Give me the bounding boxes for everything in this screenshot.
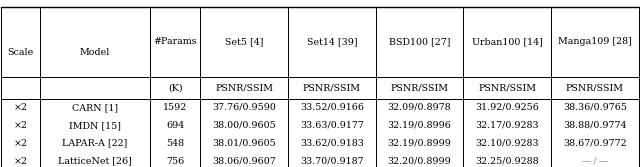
Text: 31.92/0.9256: 31.92/0.9256 bbox=[476, 103, 539, 112]
Text: Scale: Scale bbox=[8, 48, 34, 57]
Text: 33.63/0.9177: 33.63/0.9177 bbox=[300, 121, 364, 130]
Text: ×2: ×2 bbox=[13, 157, 28, 165]
Text: LAPAR-A [22]: LAPAR-A [22] bbox=[62, 139, 127, 148]
Text: 32.19/0.8996: 32.19/0.8996 bbox=[388, 121, 451, 130]
Text: 38.00/0.9605: 38.00/0.9605 bbox=[212, 121, 276, 130]
Text: 548: 548 bbox=[166, 139, 184, 148]
Text: ×2: ×2 bbox=[13, 121, 28, 130]
Text: #Params: #Params bbox=[154, 37, 197, 46]
Text: 1592: 1592 bbox=[163, 103, 188, 112]
Text: Urban100 [14]: Urban100 [14] bbox=[472, 37, 543, 46]
Text: 33.52/0.9166: 33.52/0.9166 bbox=[300, 103, 364, 112]
Text: 38.67/0.9772: 38.67/0.9772 bbox=[563, 139, 627, 148]
Text: 756: 756 bbox=[166, 157, 184, 165]
Text: 38.06/0.9607: 38.06/0.9607 bbox=[212, 157, 276, 165]
Text: 32.20/0.8999: 32.20/0.8999 bbox=[388, 157, 451, 165]
Text: 694: 694 bbox=[166, 121, 184, 130]
Text: 32.17/0.9283: 32.17/0.9283 bbox=[476, 121, 539, 130]
Text: (K): (K) bbox=[168, 83, 182, 92]
Text: 32.25/0.9288: 32.25/0.9288 bbox=[476, 157, 539, 165]
Text: 32.09/0.8978: 32.09/0.8978 bbox=[388, 103, 451, 112]
Text: Manga109 [28]: Manga109 [28] bbox=[558, 37, 632, 46]
Text: CARN [1]: CARN [1] bbox=[72, 103, 118, 112]
Text: Set14 [39]: Set14 [39] bbox=[307, 37, 357, 46]
Text: 33.62/0.9183: 33.62/0.9183 bbox=[300, 139, 364, 148]
Text: 32.10/0.9283: 32.10/0.9283 bbox=[476, 139, 539, 148]
Text: IMDN [15]: IMDN [15] bbox=[69, 121, 121, 130]
Text: 38.88/0.9774: 38.88/0.9774 bbox=[563, 121, 627, 130]
Text: 32.19/0.8999: 32.19/0.8999 bbox=[388, 139, 451, 148]
Text: ×2: ×2 bbox=[13, 103, 28, 112]
Text: PSNR/SSIM: PSNR/SSIM bbox=[303, 83, 361, 92]
Text: 38.36/0.9765: 38.36/0.9765 bbox=[563, 103, 627, 112]
Text: LatticeNet [26]: LatticeNet [26] bbox=[58, 157, 132, 165]
Text: Set5 [4]: Set5 [4] bbox=[225, 37, 264, 46]
Text: Model: Model bbox=[80, 48, 110, 57]
Text: PSNR/SSIM: PSNR/SSIM bbox=[390, 83, 449, 92]
Text: 33.70/0.9187: 33.70/0.9187 bbox=[300, 157, 364, 165]
Text: PSNR/SSIM: PSNR/SSIM bbox=[478, 83, 536, 92]
Text: — / —: — / — bbox=[582, 157, 608, 165]
Text: PSNR/SSIM: PSNR/SSIM bbox=[566, 83, 624, 92]
Text: ×2: ×2 bbox=[13, 139, 28, 148]
Text: BSD100 [27]: BSD100 [27] bbox=[389, 37, 451, 46]
Text: PSNR/SSIM: PSNR/SSIM bbox=[215, 83, 273, 92]
Text: 37.76/0.9590: 37.76/0.9590 bbox=[212, 103, 276, 112]
Text: 38.01/0.9605: 38.01/0.9605 bbox=[212, 139, 276, 148]
